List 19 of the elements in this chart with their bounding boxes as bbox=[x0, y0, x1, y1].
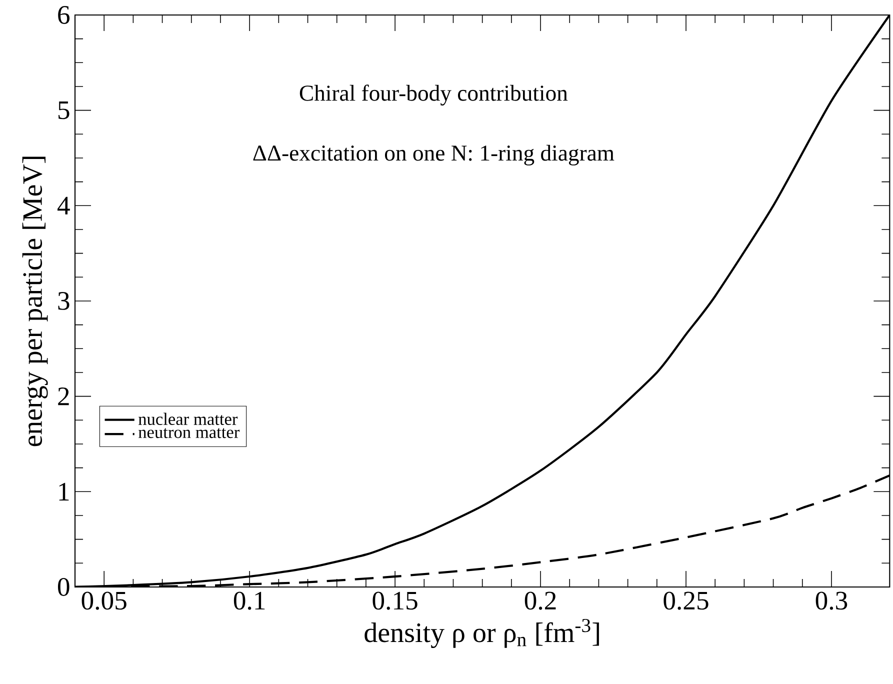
y-tick-label: 3 bbox=[58, 292, 70, 310]
y-tick-label: 2 bbox=[58, 388, 69, 406]
y-tick-label: 1 bbox=[59, 482, 69, 500]
x-tick-label: 0.1 bbox=[234, 592, 265, 610]
x-tick-label: 0.25 bbox=[664, 592, 708, 610]
legend-label: neutron matter bbox=[138, 428, 240, 438]
annotation: ΔΔ-excitation on one N: 1-ring diagram bbox=[253, 144, 614, 166]
x-tick-label: 0.3 bbox=[816, 592, 848, 610]
y-tick-label: 6 bbox=[58, 6, 70, 24]
annotation: Chiral four-body contribution bbox=[300, 84, 568, 106]
x-tick-label: 0.2 bbox=[524, 592, 556, 610]
y-axis-title: energy per particle [MeV] bbox=[22, 156, 48, 446]
y-tick-label: 0 bbox=[58, 578, 70, 596]
y-tick-label: 4 bbox=[57, 196, 70, 214]
x-tick-label: 0.05 bbox=[82, 592, 126, 610]
legend-label: nuclear matter bbox=[138, 412, 238, 425]
y-tick-label: 5 bbox=[58, 101, 70, 120]
x-tick-label: 0.15 bbox=[372, 592, 418, 610]
x-axis-title: density ρ or ρ$_{n}$ [fm$^{-3}$] bbox=[364, 618, 599, 648]
